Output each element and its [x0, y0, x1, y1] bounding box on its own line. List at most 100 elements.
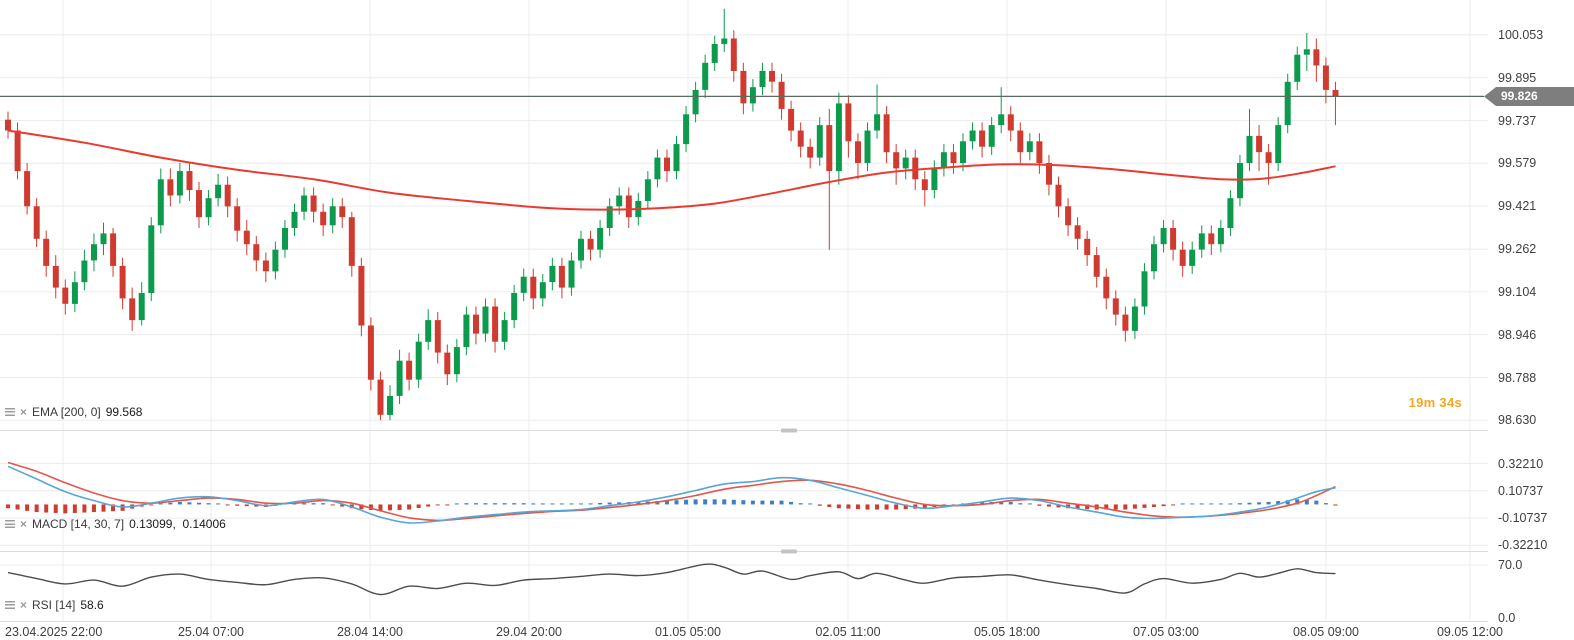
- candle-body: [826, 125, 833, 172]
- time-axis-label: 01.05 05:00: [654, 625, 722, 639]
- candle-body: [597, 228, 604, 250]
- macd-histogram-bar: [1142, 504, 1147, 508]
- candle-body: [1141, 271, 1148, 307]
- macd-histogram-bar: [1046, 504, 1051, 507]
- candle-body: [730, 38, 737, 71]
- macd-histogram-bar: [999, 501, 1004, 505]
- candle-body: [482, 306, 489, 334]
- candle-body: [1322, 65, 1329, 90]
- macd-histogram-bar: [521, 503, 526, 505]
- macd-histogram-bar: [922, 504, 927, 509]
- candle-body: [1227, 198, 1234, 228]
- panel-resize-handle[interactable]: [781, 549, 797, 554]
- candle-body: [1074, 225, 1081, 239]
- candle-body: [558, 265, 565, 288]
- macd-histogram-bar: [6, 504, 10, 509]
- candle-body: [186, 171, 193, 191]
- ema-indicator-legend: × EMA [200, 0] 99.568: [5, 405, 142, 419]
- candle-body: [205, 198, 212, 218]
- ema-line: [7, 129, 1336, 211]
- macd-histogram-bar: [894, 504, 899, 510]
- macd-histogram-bar: [235, 504, 240, 506]
- candle-body: [272, 249, 279, 272]
- indicator-remove-icon[interactable]: ×: [20, 405, 28, 419]
- candle-body: [243, 230, 250, 245]
- macd-histogram-bar: [1199, 503, 1204, 505]
- candle-body: [616, 195, 623, 207]
- macd-axis-label: -0.32210: [1498, 538, 1548, 552]
- candle-body: [1017, 130, 1024, 153]
- panel-resize-handle[interactable]: [781, 428, 797, 433]
- candle-body: [387, 395, 393, 415]
- macd-histogram-bar: [684, 499, 689, 505]
- candle-body: [912, 157, 919, 180]
- candle-body: [568, 260, 575, 288]
- macd-histogram-bar: [101, 504, 106, 512]
- macd-histogram-bar: [1075, 504, 1080, 509]
- indicator-settings-icon[interactable]: [5, 408, 15, 416]
- macd-histogram-bar: [1333, 504, 1338, 506]
- time-axis-label: 02.05 11:00: [815, 625, 881, 639]
- macd-histogram-bar: [1161, 504, 1166, 507]
- macd-histogram-bar: [493, 503, 498, 505]
- candle-body: [1151, 244, 1157, 272]
- candle-body: [110, 233, 117, 266]
- macd-histogram-bar: [82, 504, 87, 513]
- indicator-remove-icon[interactable]: ×: [20, 517, 28, 531]
- macd-histogram-bar: [1257, 502, 1262, 505]
- candle-body: [148, 225, 155, 293]
- indicator-settings-icon[interactable]: [5, 520, 15, 528]
- candle-body: [587, 238, 594, 250]
- macd-histogram-bar: [750, 500, 755, 505]
- macd-histogram-bar: [435, 504, 440, 506]
- candle-countdown-timer: 19m 34s: [1408, 395, 1462, 410]
- macd-histogram-bar: [1056, 504, 1061, 508]
- macd-histogram-bar: [512, 503, 517, 505]
- macd-histogram-bar: [855, 504, 860, 510]
- macd-histogram-bar: [1285, 500, 1290, 505]
- candle-body: [816, 125, 823, 158]
- candle-body: [1093, 255, 1100, 277]
- current-price-badge[interactable]: 99.826: [1484, 87, 1574, 106]
- candle-body: [950, 152, 957, 163]
- macd-histogram-bar: [1190, 503, 1195, 505]
- candle-body: [1189, 249, 1196, 266]
- indicator-settings-icon[interactable]: [5, 601, 15, 609]
- macd-histogram-bar: [1104, 504, 1109, 510]
- candle-body: [1036, 141, 1043, 163]
- candle-body: [425, 320, 432, 342]
- macd-histogram-bar: [473, 503, 478, 505]
- macd-histogram-bar: [206, 503, 211, 505]
- candle-body: [358, 265, 365, 326]
- macd-histogram-bar: [177, 501, 182, 505]
- price-axis-label: 98.946: [1498, 328, 1537, 342]
- candle-body: [329, 206, 336, 226]
- macd-histogram-bar: [884, 504, 889, 510]
- candle-body: [1246, 135, 1253, 163]
- candle-body: [759, 70, 766, 88]
- macd-histogram-bar: [1037, 504, 1042, 506]
- macd-histogram-bar: [808, 503, 813, 505]
- price-axis-label: 99.737: [1498, 114, 1537, 128]
- macd-histogram-bar: [1218, 503, 1223, 505]
- macd-histogram-bar: [15, 504, 20, 510]
- macd-histogram-bar: [579, 503, 583, 505]
- macd-histogram-bar: [1228, 503, 1233, 505]
- macd-histogram-bar: [1018, 503, 1023, 505]
- candle-body: [845, 103, 852, 142]
- macd-histogram-bar: [158, 503, 163, 505]
- candle-body: [1294, 54, 1301, 82]
- macd-histogram-bar: [168, 502, 173, 505]
- candle-body: [740, 70, 747, 104]
- macd-histogram-bar: [149, 504, 154, 506]
- candle-body: [291, 211, 298, 228]
- candle-body: [664, 157, 670, 172]
- indicator-remove-icon[interactable]: ×: [20, 598, 28, 612]
- macd-histogram-bar: [1113, 504, 1118, 510]
- candle-body: [129, 298, 136, 321]
- candle-body: [301, 195, 308, 212]
- macd-histogram-bar: [588, 503, 593, 505]
- time-axis-label: 25.04 07:00: [177, 625, 245, 639]
- candle-body: [530, 276, 537, 299]
